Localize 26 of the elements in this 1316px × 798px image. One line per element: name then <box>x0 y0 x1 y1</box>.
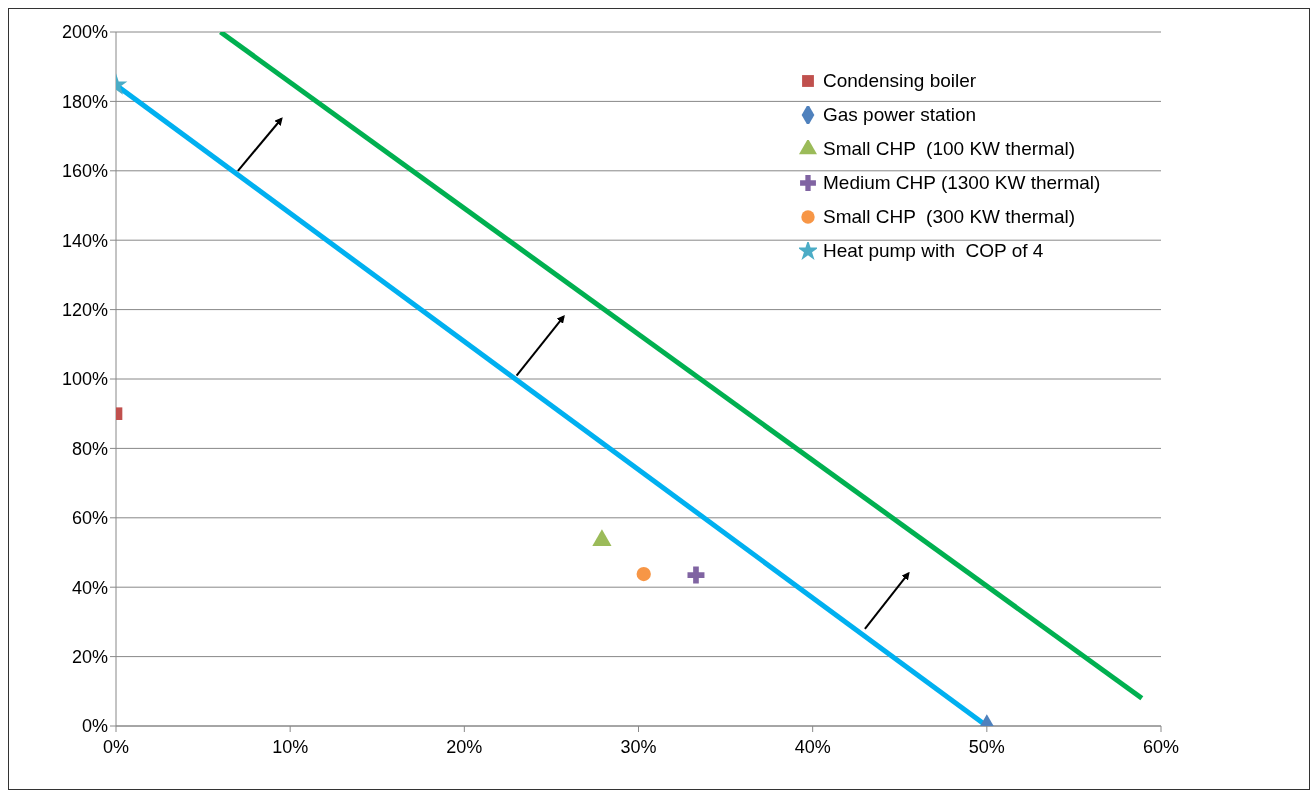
x-tick-label: 20% <box>446 736 483 757</box>
legend-label: Medium CHP (1300 KW thermal) <box>823 171 1101 195</box>
x-tick-label: 30% <box>620 736 657 757</box>
y-tick-label: 160% <box>61 161 108 182</box>
x-tick-label: 50% <box>968 736 1005 757</box>
y-tick-label: 60% <box>71 508 108 529</box>
point <box>636 566 651 582</box>
y-tick-label: 100% <box>61 369 108 390</box>
legend-label: Small CHP (100 KW thermal) <box>823 137 1075 161</box>
x-tick-label: 10% <box>272 736 309 757</box>
y-tick-label: 40% <box>71 577 108 598</box>
y-tick-label: 180% <box>61 91 108 112</box>
legend-label: Gas power station <box>823 103 977 127</box>
y-tick-label: 120% <box>61 299 108 320</box>
x-tick-label: 60% <box>1142 736 1180 757</box>
y-tick-label: 0% <box>81 716 108 737</box>
y-tick-label: 20% <box>71 646 108 667</box>
legend-label: Condensing boiler <box>823 69 977 93</box>
legend-label: Heat pump with COP of 4 <box>823 239 1044 263</box>
y-tick-label: 140% <box>61 230 108 251</box>
x-tick-label: 0% <box>102 736 130 757</box>
legend-label: Small CHP (300 KW thermal) <box>823 205 1075 229</box>
x-tick-label: 40% <box>794 736 831 757</box>
y-tick-label: 200% <box>61 22 108 43</box>
point <box>687 566 705 584</box>
y-tick-label: 80% <box>71 438 108 459</box>
